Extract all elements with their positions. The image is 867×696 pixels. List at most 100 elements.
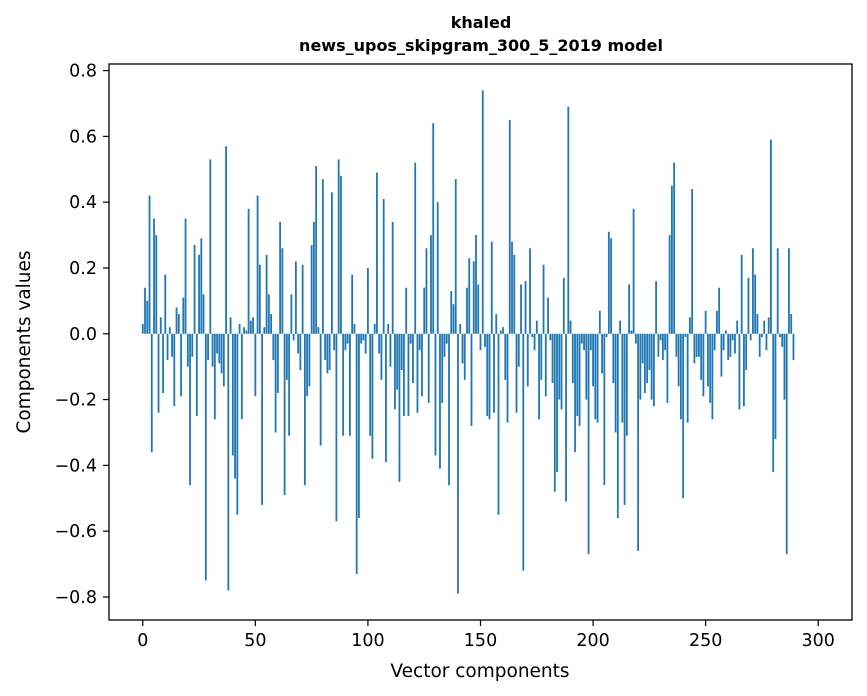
bar bbox=[535, 320, 538, 334]
bar bbox=[752, 248, 754, 334]
bar bbox=[272, 333, 275, 361]
bar bbox=[385, 333, 387, 463]
bar bbox=[675, 333, 678, 357]
bar bbox=[641, 333, 644, 364]
bar bbox=[227, 333, 230, 591]
y-axis-label: Components values bbox=[14, 250, 35, 433]
bar bbox=[670, 185, 673, 334]
chart-title-line1: khaled bbox=[451, 13, 512, 32]
bar bbox=[589, 333, 592, 351]
bar bbox=[258, 264, 261, 334]
bar bbox=[596, 333, 599, 423]
bar bbox=[693, 333, 696, 364]
bar bbox=[580, 333, 583, 344]
bar bbox=[373, 323, 376, 334]
bar bbox=[207, 333, 209, 361]
bar bbox=[378, 333, 381, 354]
bar bbox=[749, 333, 752, 341]
bar bbox=[767, 317, 770, 334]
bar bbox=[704, 310, 707, 334]
bar bbox=[522, 333, 525, 571]
bar bbox=[400, 333, 403, 370]
bar bbox=[695, 333, 698, 357]
bar bbox=[614, 333, 617, 433]
y-axis-ticks: −0.8 −0.6 −0.4 −0.2 0.0 0.2 0.4 0.6 0.8 bbox=[55, 62, 109, 608]
bar bbox=[371, 333, 374, 459]
bar bbox=[189, 333, 191, 486]
bar bbox=[790, 314, 793, 334]
bar bbox=[544, 333, 547, 397]
x-tick-label: 300 bbox=[802, 631, 835, 651]
bar bbox=[198, 254, 200, 334]
bar bbox=[256, 195, 259, 334]
bar bbox=[506, 333, 509, 423]
bar bbox=[472, 261, 475, 334]
bar bbox=[335, 333, 338, 522]
bar bbox=[308, 333, 311, 387]
bar bbox=[380, 333, 383, 380]
bar bbox=[655, 281, 658, 334]
bar bbox=[394, 333, 396, 410]
bar bbox=[337, 159, 340, 334]
x-tick-label: 0 bbox=[137, 631, 148, 651]
bar bbox=[162, 333, 164, 393]
bar bbox=[628, 284, 630, 334]
bar bbox=[772, 333, 775, 472]
bar bbox=[285, 333, 288, 380]
bar bbox=[698, 333, 700, 357]
bar bbox=[758, 333, 761, 357]
bar bbox=[184, 218, 187, 334]
bar bbox=[310, 244, 313, 334]
bar bbox=[677, 333, 680, 387]
bar bbox=[540, 333, 543, 380]
x-tick-label: 100 bbox=[351, 631, 384, 651]
bar bbox=[493, 333, 495, 413]
bar bbox=[153, 218, 155, 334]
bar bbox=[736, 320, 739, 334]
bar bbox=[389, 333, 392, 367]
bar bbox=[303, 333, 306, 486]
bar bbox=[556, 333, 558, 472]
bar bbox=[553, 333, 556, 492]
bar bbox=[747, 277, 750, 334]
bar bbox=[481, 90, 484, 334]
bar bbox=[734, 333, 736, 354]
bar bbox=[218, 333, 221, 364]
bar bbox=[321, 179, 324, 334]
bar bbox=[358, 333, 360, 519]
y-tick-label: 0.8 bbox=[69, 62, 97, 82]
bar bbox=[783, 333, 786, 400]
bar bbox=[531, 333, 534, 338]
bar bbox=[779, 333, 781, 338]
bar bbox=[684, 333, 687, 338]
bar bbox=[754, 274, 757, 334]
bar bbox=[466, 287, 468, 334]
bar bbox=[418, 333, 421, 351]
bar bbox=[263, 327, 266, 334]
bar bbox=[376, 172, 378, 334]
y-tick-label: 0.6 bbox=[69, 127, 97, 147]
bar bbox=[463, 333, 466, 380]
bar bbox=[743, 333, 745, 407]
bar bbox=[538, 333, 540, 420]
chart-title-line2: news_upos_skipgram_300_5_2019 model bbox=[299, 36, 663, 55]
bar bbox=[319, 333, 322, 446]
bar bbox=[646, 333, 649, 384]
bar bbox=[502, 327, 504, 334]
bar bbox=[159, 317, 162, 334]
bar bbox=[261, 333, 263, 505]
bar bbox=[270, 314, 273, 334]
bar bbox=[486, 333, 489, 417]
bar bbox=[445, 333, 448, 344]
y-tick-label: 0.2 bbox=[69, 259, 97, 279]
bar bbox=[225, 146, 227, 334]
bar bbox=[524, 281, 527, 334]
bar bbox=[421, 333, 423, 397]
bar bbox=[585, 333, 588, 400]
bar bbox=[430, 235, 432, 334]
x-tick-label: 150 bbox=[464, 631, 497, 651]
bar bbox=[634, 333, 637, 344]
bar bbox=[565, 333, 567, 502]
bar bbox=[731, 333, 734, 341]
